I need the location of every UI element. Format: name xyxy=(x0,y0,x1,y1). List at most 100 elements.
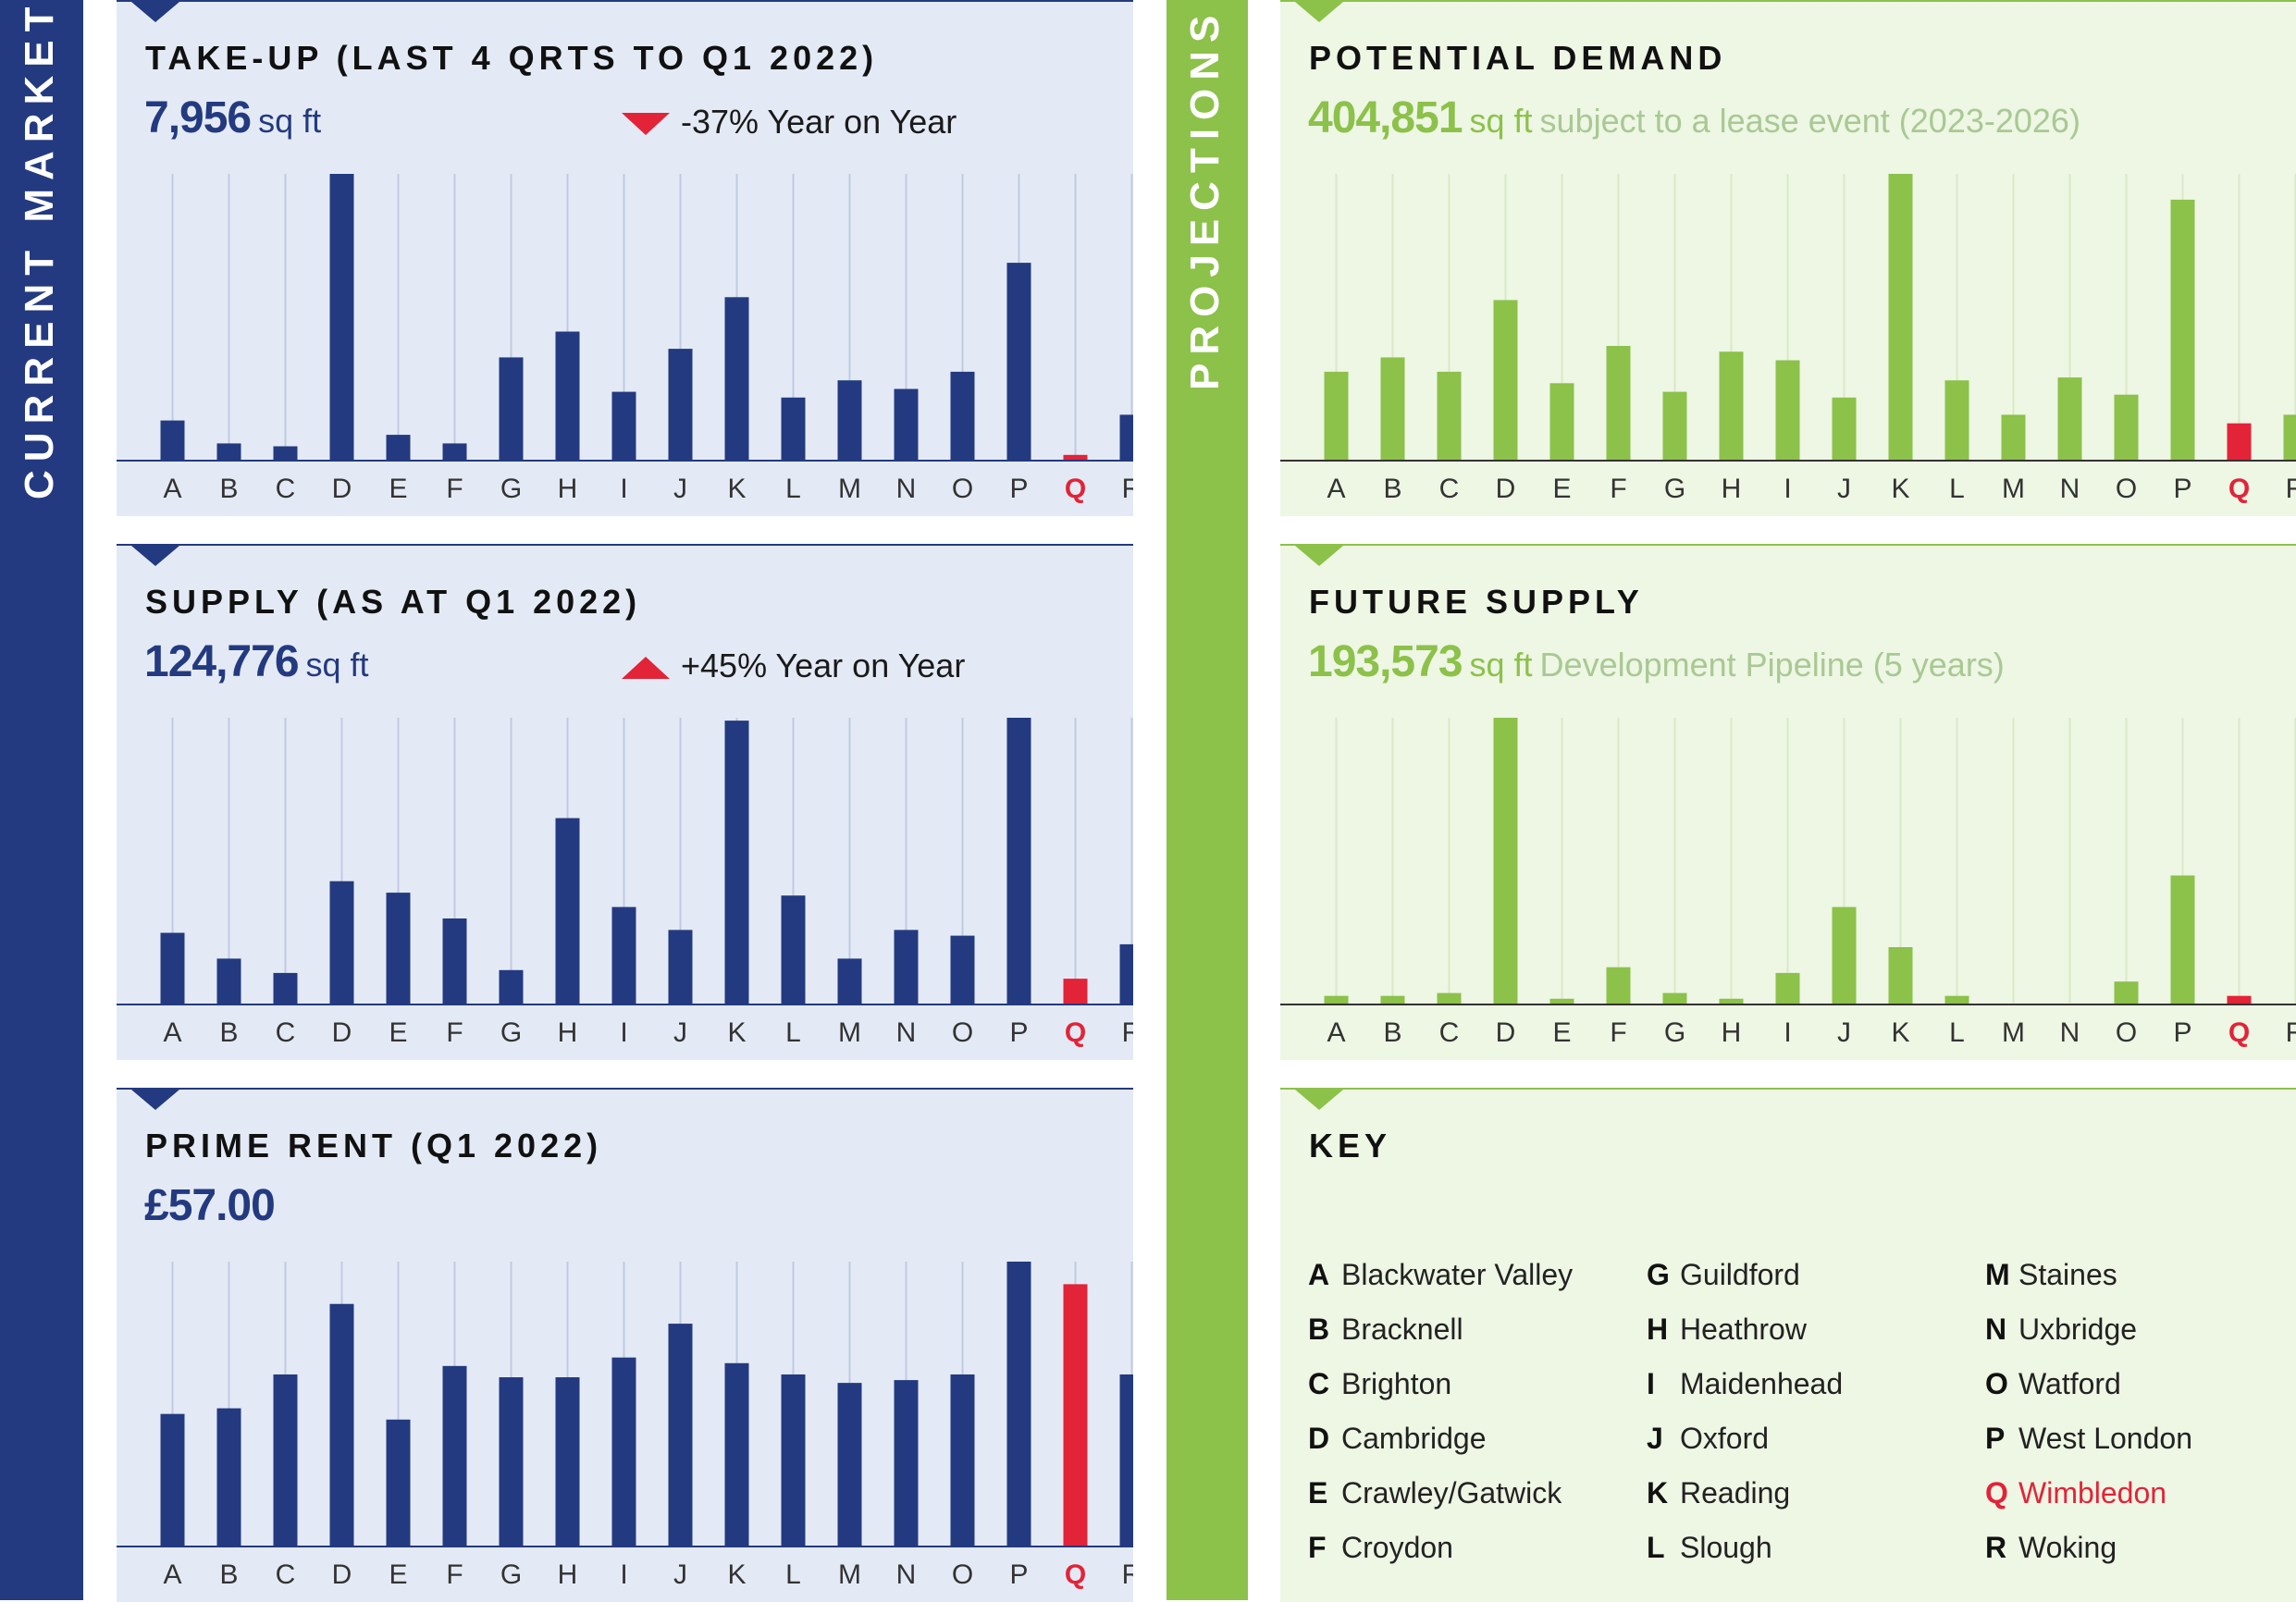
bar-l xyxy=(782,398,806,461)
tick-label-l: L xyxy=(1949,1017,1965,1048)
bar-d xyxy=(330,881,354,1004)
tick-label-l: L xyxy=(785,474,801,504)
bar-a xyxy=(1325,372,1349,461)
tick-label-k: K xyxy=(1891,1017,1909,1048)
tick-label-r: R xyxy=(1122,1017,1133,1048)
tick-label-h: H xyxy=(558,1017,578,1048)
demand-desc: subject to a lease event (2023-2026) xyxy=(1540,102,2080,140)
rent-value: £57.00 xyxy=(144,1181,275,1230)
tick-label-h: H xyxy=(558,474,578,504)
bar-n xyxy=(895,1380,919,1547)
tick-label-q: Q xyxy=(1065,474,1086,504)
bar-b xyxy=(217,1409,241,1547)
tick-label-d: D xyxy=(1496,1017,1516,1048)
tick-label-e: E xyxy=(389,474,407,504)
bar-g xyxy=(1663,993,1687,1004)
bar-j xyxy=(1833,907,1857,1004)
bar-f xyxy=(443,1366,467,1547)
bar-e xyxy=(387,1420,411,1547)
key-location-name: Heathrow xyxy=(1680,1312,1807,1346)
future-value: 193,573 xyxy=(1308,637,1463,686)
panel-notch xyxy=(1295,2,1343,22)
bar-h xyxy=(556,1377,580,1547)
tick-label-m: M xyxy=(838,474,861,504)
tick-label-r: R xyxy=(2286,474,2296,504)
key-letter: I xyxy=(1647,1367,1680,1401)
red-down-triangle-icon xyxy=(622,113,670,135)
tick-label-p: P xyxy=(2173,474,2191,504)
bar-e xyxy=(1550,383,1574,461)
tick-label-c: C xyxy=(1439,1017,1460,1048)
bar-q xyxy=(1064,979,1088,1004)
key-letter: K xyxy=(1647,1476,1680,1510)
key-location-name: Wimbledon xyxy=(2018,1476,2166,1510)
tick-label-r: R xyxy=(2286,1017,2296,1048)
key-letter: L xyxy=(1647,1531,1680,1565)
future-desc: Development Pipeline (5 years) xyxy=(1540,646,2005,684)
panel-notch xyxy=(1295,546,1343,566)
demand-value: 404,851 xyxy=(1308,93,1463,142)
tick-label-f: F xyxy=(446,474,463,504)
rent-headline: £57.00 xyxy=(144,1182,275,1240)
panel-notch xyxy=(131,2,179,22)
bar-p xyxy=(2171,200,2195,461)
current-market-sidebar: CURRENT MARKET xyxy=(0,0,83,1600)
bar-q xyxy=(1064,1284,1088,1547)
tick-label-b: B xyxy=(1383,1017,1401,1048)
key-letter: P xyxy=(1985,1422,2018,1456)
tick-label-q: Q xyxy=(1065,1017,1086,1048)
bar-j xyxy=(669,1324,693,1547)
tick-label-o: O xyxy=(952,474,973,504)
bar-f xyxy=(1607,967,1631,1004)
tick-label-g: G xyxy=(1664,1017,1685,1048)
bar-e xyxy=(387,435,411,461)
tick-label-k: K xyxy=(727,1559,746,1590)
key-letter: D xyxy=(1308,1422,1341,1456)
bar-l xyxy=(1945,380,1969,461)
tick-label-o: O xyxy=(952,1017,973,1048)
bar-m xyxy=(838,958,862,1004)
tick-label-k: K xyxy=(1891,474,1909,504)
bar-p xyxy=(1007,263,1031,461)
bar-b xyxy=(1381,357,1405,461)
tick-label-q: Q xyxy=(2228,474,2250,504)
bar-k xyxy=(725,721,749,1004)
demand-title: POTENTIAL DEMAND xyxy=(1309,39,1726,78)
bar-d xyxy=(330,174,354,461)
tick-label-r: R xyxy=(1122,1559,1133,1590)
bar-i xyxy=(1776,361,1800,462)
tick-label-c: C xyxy=(1439,474,1460,504)
tick-label-j: J xyxy=(673,1559,687,1590)
bar-p xyxy=(1007,1262,1031,1547)
supply-title: SUPPLY (AS AT Q1 2022) xyxy=(145,583,641,622)
tick-label-h: H xyxy=(1722,1017,1742,1048)
bar-g xyxy=(500,357,524,461)
key-location-name: Bracknell xyxy=(1341,1312,1463,1346)
key-location-name: Uxbridge xyxy=(2018,1312,2137,1346)
bar-k xyxy=(1889,947,1913,1004)
tick-label-n: N xyxy=(896,474,917,504)
tick-label-c: C xyxy=(276,1017,296,1048)
bar-k xyxy=(725,297,749,461)
key-letter: F xyxy=(1308,1531,1341,1565)
bar-g xyxy=(500,1377,524,1547)
key-location-name: Blackwater Valley xyxy=(1341,1258,1573,1291)
bar-c xyxy=(274,447,298,462)
key-letter: H xyxy=(1647,1312,1680,1347)
bar-o xyxy=(2115,981,2139,1004)
bar-b xyxy=(217,443,241,461)
red-up-triangle-icon xyxy=(622,657,670,679)
bar-f xyxy=(443,918,467,1004)
tick-label-d: D xyxy=(332,1559,352,1590)
key-location-name: Maidenhead xyxy=(1680,1367,1843,1400)
bar-i xyxy=(612,907,636,1004)
